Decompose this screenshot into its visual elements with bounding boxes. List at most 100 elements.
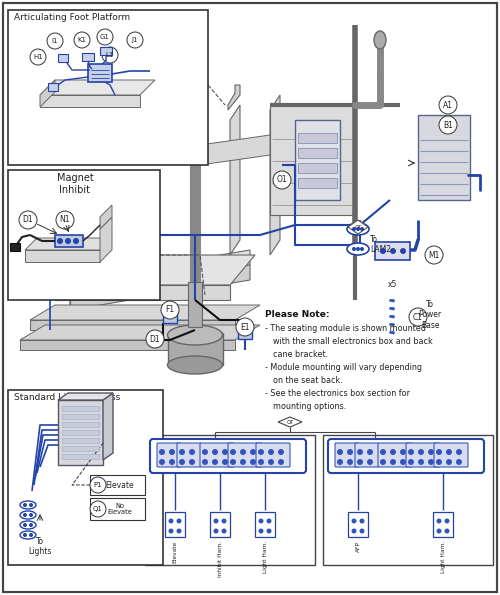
Bar <box>8 10 208 165</box>
Circle shape <box>202 449 208 455</box>
Circle shape <box>102 47 118 63</box>
Circle shape <box>409 308 427 326</box>
Circle shape <box>360 528 364 534</box>
Polygon shape <box>55 285 230 300</box>
Text: E1: E1 <box>240 322 250 331</box>
Text: with the small electronics box and back: with the small electronics box and back <box>273 337 433 346</box>
Circle shape <box>428 459 434 465</box>
Bar <box>62 422 99 427</box>
Text: I1: I1 <box>52 38 58 44</box>
Polygon shape <box>25 250 100 262</box>
Circle shape <box>90 477 106 493</box>
Circle shape <box>90 501 106 517</box>
Circle shape <box>56 211 74 229</box>
Bar <box>295 120 340 200</box>
Circle shape <box>360 227 364 231</box>
Bar <box>165 512 185 537</box>
Circle shape <box>189 459 195 465</box>
Polygon shape <box>70 265 250 310</box>
Polygon shape <box>55 255 80 300</box>
Polygon shape <box>200 135 270 165</box>
Text: To
LAM2: To LAM2 <box>370 235 391 255</box>
Circle shape <box>400 449 406 455</box>
Text: H1: H1 <box>33 54 43 60</box>
Circle shape <box>146 330 164 348</box>
FancyBboxPatch shape <box>335 443 359 467</box>
Polygon shape <box>270 105 355 215</box>
Bar <box>418 115 470 200</box>
Circle shape <box>127 32 143 48</box>
Circle shape <box>278 459 284 465</box>
Bar <box>163 313 177 323</box>
Ellipse shape <box>20 521 36 529</box>
Text: Elevate: Elevate <box>172 541 178 563</box>
Circle shape <box>266 518 272 524</box>
Circle shape <box>97 29 113 45</box>
Bar <box>82 53 94 61</box>
Text: G1: G1 <box>100 34 110 40</box>
Circle shape <box>179 449 185 455</box>
Text: LAM2 - AFP: LAM2 - AFP <box>383 443 433 452</box>
Circle shape <box>352 528 356 534</box>
Text: Light Harn.: Light Harn. <box>262 541 268 573</box>
Circle shape <box>176 518 182 524</box>
Bar <box>90 475 145 495</box>
Polygon shape <box>270 95 280 255</box>
Ellipse shape <box>168 325 222 345</box>
FancyBboxPatch shape <box>228 443 262 467</box>
Circle shape <box>380 248 386 254</box>
Circle shape <box>444 528 450 534</box>
Circle shape <box>176 528 182 534</box>
Circle shape <box>159 449 165 455</box>
Text: To
Lights: To Lights <box>28 537 52 556</box>
FancyBboxPatch shape <box>157 443 181 467</box>
Text: No
Elevate: No Elevate <box>108 503 132 515</box>
Circle shape <box>380 459 386 465</box>
Circle shape <box>439 116 457 134</box>
Text: A1: A1 <box>443 101 453 109</box>
FancyBboxPatch shape <box>177 443 201 467</box>
Circle shape <box>214 518 218 524</box>
Bar <box>433 512 453 537</box>
Circle shape <box>212 459 218 465</box>
Text: C1: C1 <box>413 312 423 321</box>
Text: D1: D1 <box>22 215 34 224</box>
Bar <box>298 148 337 158</box>
Polygon shape <box>230 105 240 255</box>
Circle shape <box>57 238 63 244</box>
Circle shape <box>347 449 353 455</box>
Bar <box>255 512 275 537</box>
Circle shape <box>168 518 173 524</box>
FancyBboxPatch shape <box>406 443 440 467</box>
Circle shape <box>23 503 27 507</box>
Bar <box>88 64 112 82</box>
Text: Standard Light Harness: Standard Light Harness <box>14 393 120 402</box>
Circle shape <box>168 528 173 534</box>
Circle shape <box>30 49 46 65</box>
FancyBboxPatch shape <box>328 439 484 473</box>
Circle shape <box>222 528 226 534</box>
Circle shape <box>23 533 27 537</box>
Bar <box>48 83 58 91</box>
Circle shape <box>230 449 236 455</box>
Text: O1: O1 <box>276 176 287 184</box>
Circle shape <box>202 459 208 465</box>
Circle shape <box>390 449 396 455</box>
Circle shape <box>418 449 424 455</box>
Circle shape <box>29 513 33 517</box>
Text: LAM2 - Elevating Seat: LAM2 - Elevating Seat <box>180 443 280 452</box>
Circle shape <box>266 528 272 534</box>
Ellipse shape <box>347 223 369 235</box>
Bar <box>375 242 410 260</box>
Bar <box>348 512 368 537</box>
Polygon shape <box>40 80 155 95</box>
Circle shape <box>19 211 37 229</box>
Circle shape <box>222 449 228 455</box>
Polygon shape <box>58 393 113 400</box>
Text: - Module mounting will vary depending: - Module mounting will vary depending <box>265 363 422 372</box>
Circle shape <box>268 459 274 465</box>
Circle shape <box>357 449 363 455</box>
Text: Elevate: Elevate <box>106 481 134 490</box>
Text: or: or <box>354 224 362 230</box>
Polygon shape <box>40 80 55 107</box>
